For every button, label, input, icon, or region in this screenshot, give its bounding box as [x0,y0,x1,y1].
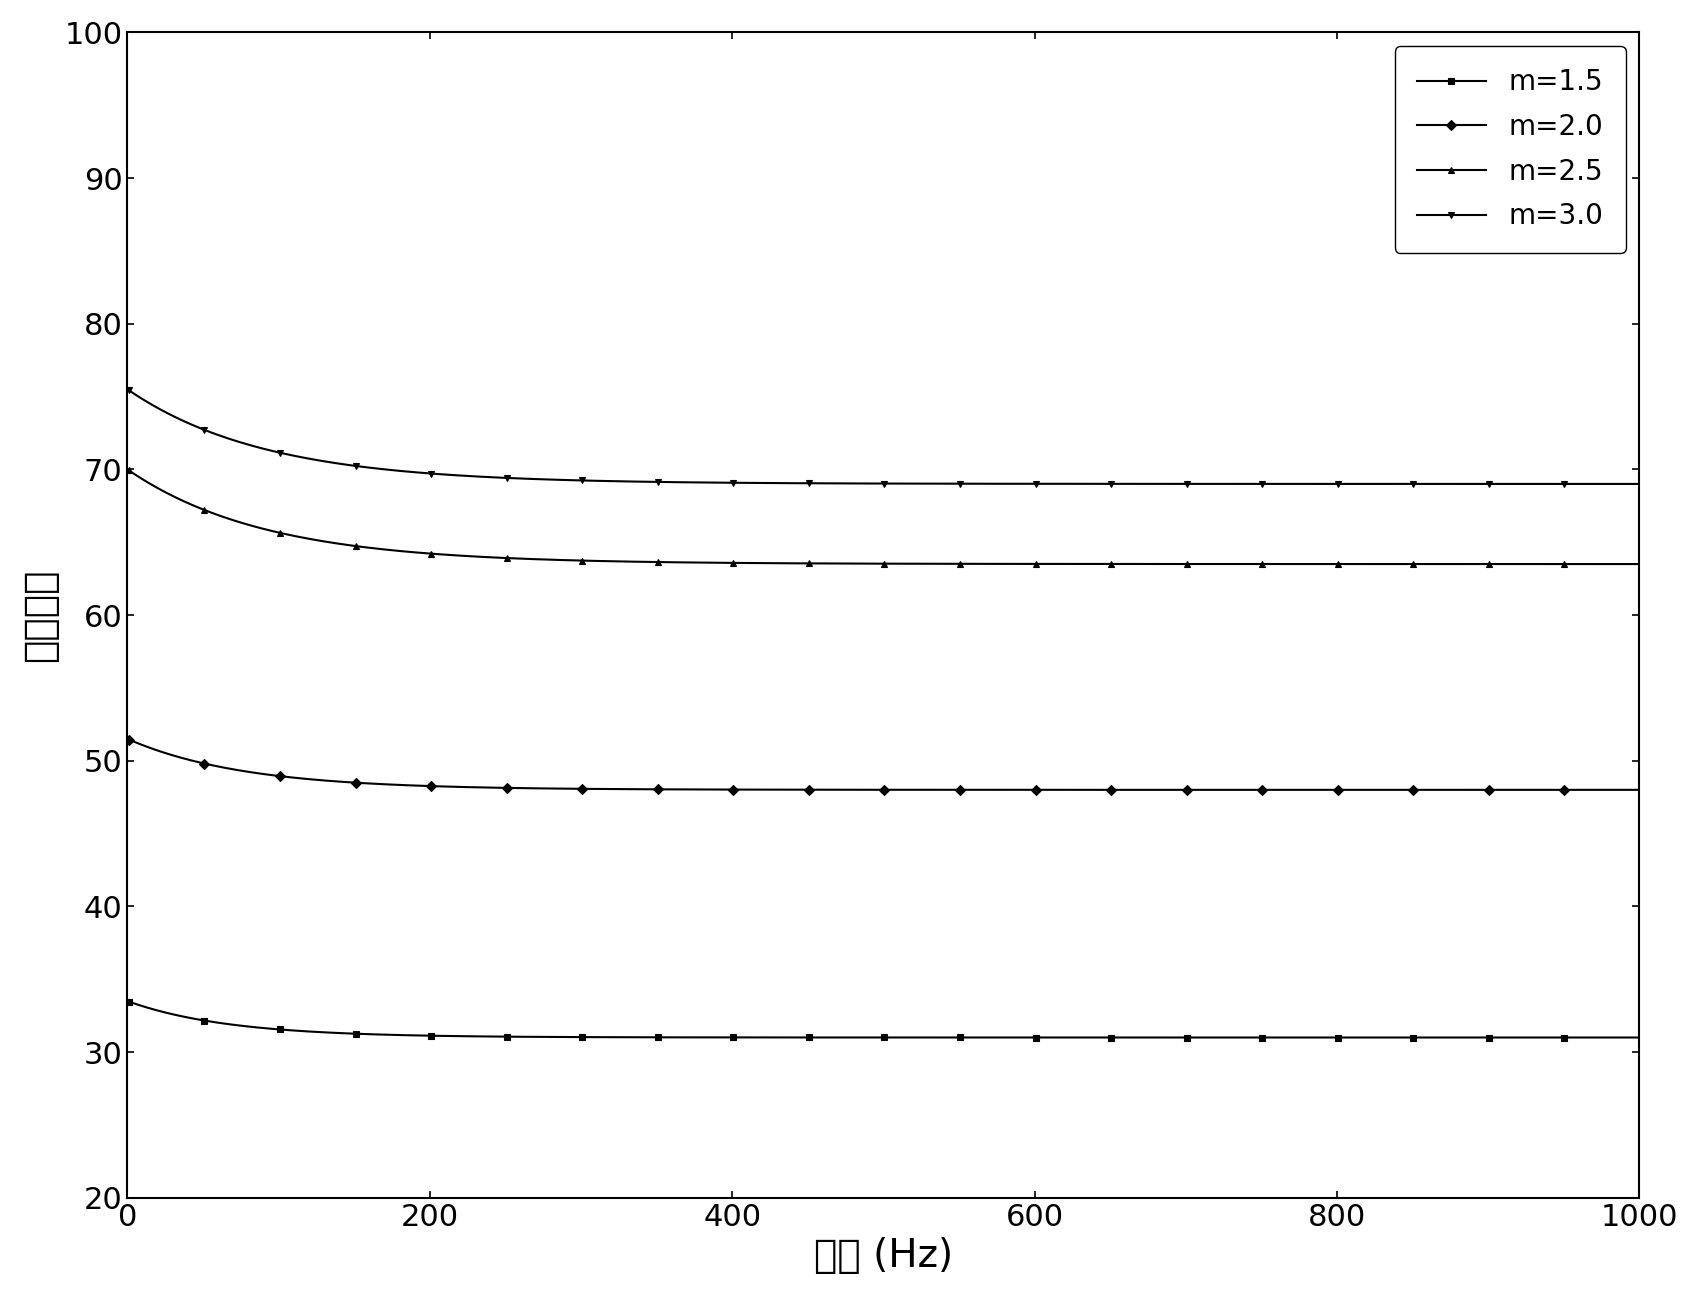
m=1.5 [290,1024,311,1039]
Line: m=1.5: m=1.5 [126,998,1642,1041]
m=2.5 [290,530,311,546]
Y-axis label: 介电常数: 介电常数 [20,568,59,662]
Line: m=2.5: m=2.5 [126,467,1642,568]
m=1.5 [762,1029,783,1045]
X-axis label: 频率 (Hz): 频率 (Hz) [813,1238,953,1275]
m=1.5 [1628,1030,1649,1046]
m=3.0 [380,463,401,478]
m=3.0 [762,476,783,491]
m=2.5 [762,556,783,572]
m=2.0 [119,732,139,748]
m=3.0 [698,474,718,490]
m=1.5 [380,1026,401,1042]
Legend: m=1.5, m=2.0, m=2.5, m=3.0: m=1.5, m=2.0, m=2.5, m=3.0 [1394,47,1625,253]
m=2.5 [119,463,139,478]
m=1.5 [1598,1030,1618,1046]
m=3.0 [1437,476,1457,491]
m=2.0 [1598,781,1618,797]
m=2.5 [380,542,401,557]
Line: m=2.0: m=2.0 [126,736,1642,793]
m=2.0 [698,781,718,797]
m=3.0 [290,450,311,465]
m=2.0 [290,771,311,787]
m=3.0 [1628,476,1649,491]
m=2.0 [1628,781,1649,797]
m=2.0 [762,781,783,797]
m=2.5 [1437,556,1457,572]
m=2.0 [1437,781,1457,797]
m=2.5 [1598,556,1618,572]
m=2.5 [1628,556,1649,572]
m=1.5 [698,1029,718,1045]
Line: m=3.0: m=3.0 [126,386,1642,487]
m=2.0 [380,776,401,792]
m=2.5 [698,555,718,570]
m=3.0 [1598,476,1618,491]
m=3.0 [119,382,139,398]
m=1.5 [1437,1030,1457,1046]
m=1.5 [119,994,139,1010]
